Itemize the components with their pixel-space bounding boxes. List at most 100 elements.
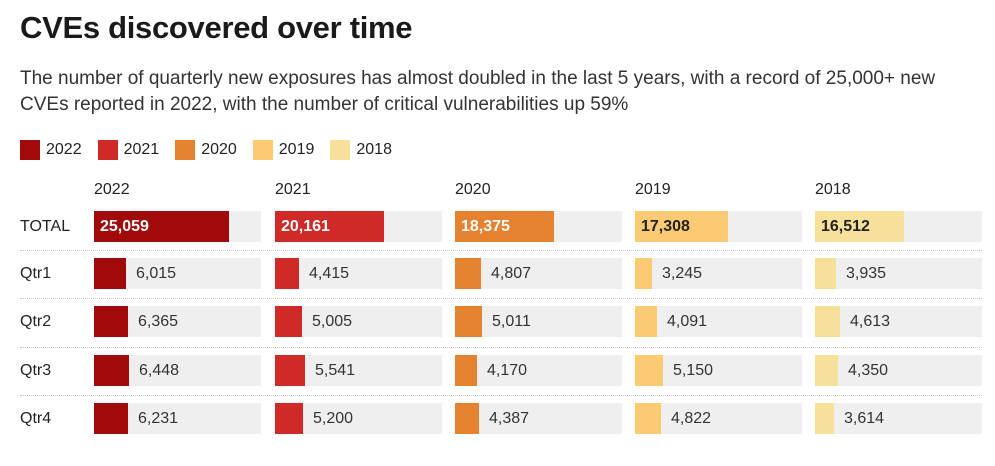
- row-label-total: TOTAL: [20, 218, 71, 235]
- legend: 2022 2021 2020 2019 2018: [20, 140, 408, 160]
- bar-track: 18,375: [455, 211, 622, 242]
- bar-track: 5,011: [455, 306, 622, 337]
- value-label-2021-qtr2: 5,005: [312, 313, 353, 330]
- value-label-2019-qtr4: 4,822: [671, 410, 712, 427]
- value-label-2018-qtr3: 4,350: [848, 362, 889, 379]
- bar-2022-qtr2: [94, 306, 128, 337]
- bar-track: 4,350: [815, 355, 982, 386]
- value-label-2018-total: 16,512: [821, 218, 870, 235]
- value-label-2020-total: 18,375: [461, 218, 510, 235]
- bar-2018-qtr1: [815, 258, 836, 289]
- legend-label-2022: 2022: [46, 141, 82, 158]
- legend-item-2021: 2021: [97, 140, 160, 160]
- value-label-2019-qtr2: 4,091: [667, 313, 708, 330]
- value-label-2020-qtr4: 4,387: [489, 410, 530, 427]
- bar-track: 6,448: [94, 355, 261, 386]
- value-label-2022-qtr2: 6,365: [138, 313, 179, 330]
- bar-track: 3,245: [635, 258, 802, 289]
- bar-2019-qtr1: [635, 258, 652, 289]
- bar-track: 5,541: [275, 355, 442, 386]
- value-label-2020-qtr3: 4,170: [487, 362, 528, 379]
- bar-2020-total: [455, 211, 554, 242]
- bar-2018-qtr4: [815, 403, 834, 434]
- row-divider: [20, 250, 982, 251]
- value-label-2020-qtr2: 5,011: [492, 313, 531, 330]
- legend-swatch-2020: [175, 140, 196, 160]
- value-label-2019-qtr1: 3,245: [662, 265, 703, 282]
- bar-track: 4,807: [455, 258, 622, 289]
- column-header-2020: 2020: [455, 181, 491, 198]
- value-label-2018-qtr1: 3,935: [846, 265, 887, 282]
- bar-track: 5,150: [635, 355, 802, 386]
- bar-track: 4,822: [635, 403, 802, 434]
- bar-track: 4,091: [635, 306, 802, 337]
- bar-2018-qtr2: [815, 306, 840, 337]
- value-label-2020-qtr1: 4,807: [491, 265, 532, 282]
- bar-track: 5,200: [275, 403, 442, 434]
- column-header-2021: 2021: [275, 181, 311, 198]
- bar-track: 20,161: [275, 211, 442, 242]
- value-label-2021-qtr4: 5,200: [313, 410, 354, 427]
- bar-track: 6,365: [94, 306, 261, 337]
- bar-track: 4,387: [455, 403, 622, 434]
- value-label-2019-qtr3: 5,150: [673, 362, 714, 379]
- row-divider: [20, 395, 982, 396]
- bar-2020-qtr1: [455, 258, 481, 289]
- legend-item-2018: 2018: [330, 140, 392, 160]
- value-label-2022-qtr1: 6,015: [136, 265, 177, 282]
- column-header-2019: 2019: [635, 181, 671, 198]
- legend-swatch-2019: [252, 140, 273, 160]
- column-header-2022: 2022: [94, 181, 130, 198]
- chart-title: CVEs discovered over time: [20, 10, 413, 45]
- bar-2022-total: [94, 211, 229, 242]
- value-label-2018-qtr4: 3,614: [844, 410, 885, 427]
- legend-swatch-2022: [20, 140, 40, 160]
- bar-2019-qtr2: [635, 306, 657, 337]
- bar-track: 25,059: [94, 211, 261, 242]
- value-label-2021-qtr1: 4,415: [309, 265, 350, 282]
- legend-swatch-2018: [330, 140, 351, 160]
- bar-2020-qtr4: [455, 403, 479, 434]
- bar-2021-qtr1: [275, 258, 299, 289]
- legend-item-2022: 2022: [20, 140, 82, 160]
- row-divider: [20, 347, 982, 348]
- column-header-2018: 2018: [815, 181, 851, 198]
- legend-item-2020: 2020: [175, 140, 237, 160]
- value-label-2019-total: 17,308: [641, 218, 690, 235]
- bar-track: 6,231: [94, 403, 261, 434]
- bar-2021-qtr2: [275, 306, 302, 337]
- row-divider: [20, 298, 982, 299]
- bar-2018-qtr3: [815, 355, 838, 386]
- row-label-qtr4: Qtr4: [20, 410, 52, 427]
- bar-2020-qtr3: [455, 355, 477, 386]
- legend-item-2019: 2019: [252, 140, 315, 160]
- row-label-qtr2: Qtr2: [20, 313, 52, 330]
- bar-2022-qtr1: [94, 258, 126, 289]
- bar-2019-qtr4: [635, 403, 661, 434]
- bar-2022-qtr3: [94, 355, 129, 386]
- legend-label-2019: 2019: [278, 141, 315, 158]
- bar-track: 4,415: [275, 258, 442, 289]
- bar-2021-total: [275, 211, 384, 242]
- row-label-qtr3: Qtr3: [20, 362, 52, 379]
- bar-track: 6,015: [94, 258, 261, 289]
- legend-swatch-2021: [97, 140, 118, 160]
- bar-track: 3,935: [815, 258, 982, 289]
- legend-label-2021: 2021: [123, 141, 160, 158]
- bar-2021-qtr4: [275, 403, 303, 434]
- bar-2021-qtr3: [275, 355, 305, 386]
- bar-track: 5,005: [275, 306, 442, 337]
- value-label-2018-qtr2: 4,613: [850, 313, 891, 330]
- value-label-2022-total: 25,059: [100, 218, 149, 235]
- value-label-2022-qtr4: 6,231: [138, 410, 179, 427]
- value-label-2021-total: 20,161: [281, 218, 330, 235]
- legend-label-2020: 2020: [201, 141, 237, 158]
- bar-2018-total: [815, 211, 904, 242]
- bar-2022-qtr4: [94, 403, 128, 434]
- bar-2019-total: [635, 211, 728, 242]
- bar-track: 4,170: [455, 355, 622, 386]
- bar-track: 4,613: [815, 306, 982, 337]
- bar-track: 17,308: [635, 211, 802, 242]
- bar-2020-qtr2: [455, 306, 482, 337]
- bar-track: 16,512: [815, 211, 982, 242]
